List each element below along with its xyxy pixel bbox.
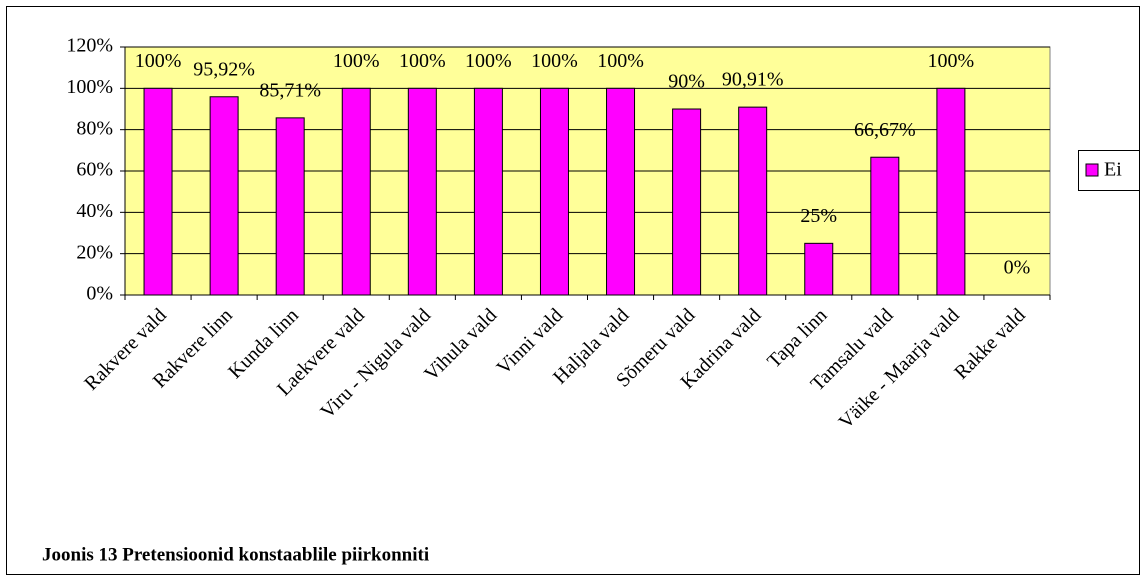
value-label: 100% <box>465 50 512 72</box>
value-label: 100% <box>135 50 182 72</box>
y-tick-label: 100% <box>66 76 113 98</box>
bar <box>672 108 702 296</box>
value-label: 66,67% <box>854 119 916 141</box>
y-tick-label: 80% <box>76 117 113 139</box>
bar <box>143 87 173 296</box>
value-label: 90% <box>668 71 705 93</box>
value-label: 100% <box>597 50 644 72</box>
legend-swatch <box>1085 163 1099 177</box>
value-label: 90,91% <box>722 69 784 91</box>
bar <box>804 242 834 296</box>
bar <box>870 156 900 296</box>
y-tick-label: 120% <box>66 35 113 57</box>
y-tick-label: 20% <box>76 241 113 263</box>
value-label: 100% <box>928 50 975 72</box>
bar <box>738 106 768 296</box>
value-label: 100% <box>399 50 446 72</box>
value-label: 100% <box>531 50 578 72</box>
bar <box>341 87 371 296</box>
bar <box>473 87 503 296</box>
value-label: 85,71% <box>259 79 321 101</box>
y-tick-label: 60% <box>76 159 113 181</box>
bar <box>539 87 569 296</box>
bar <box>936 87 966 296</box>
value-label: 100% <box>333 50 380 72</box>
value-label: 25% <box>800 205 837 227</box>
bar <box>209 96 239 296</box>
caption: Joonis 13 Pretensioonid konstaablile pii… <box>42 544 429 565</box>
legend-label: Ei <box>1104 159 1122 181</box>
bar <box>606 87 636 296</box>
bar <box>275 117 305 296</box>
bar <box>407 87 437 296</box>
y-tick-label: 40% <box>76 200 113 222</box>
value-label: 95,92% <box>193 58 255 80</box>
value-label: 0% <box>1004 257 1031 279</box>
y-tick-label: 0% <box>86 283 113 305</box>
